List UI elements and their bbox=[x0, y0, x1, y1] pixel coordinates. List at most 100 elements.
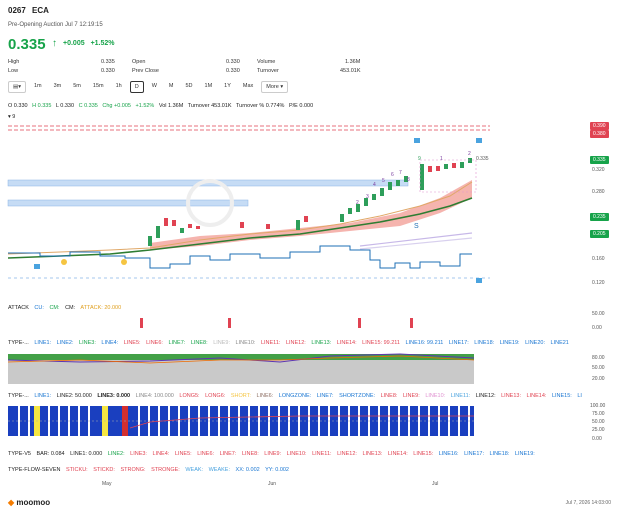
type1-axis-50: 50.00 bbox=[592, 365, 605, 371]
count-label: 2 bbox=[356, 200, 359, 206]
tf-1h[interactable]: 1h bbox=[115, 83, 122, 89]
ohlc-pct: +1.52% bbox=[135, 103, 155, 109]
type1-item: LINE2: bbox=[56, 340, 74, 346]
type1-item: LINE6: bbox=[146, 340, 163, 346]
ma-orange bbox=[7, 181, 473, 255]
flow-item: WEAK: bbox=[185, 467, 204, 473]
typev-item: LINE15: bbox=[413, 451, 434, 457]
type1-item: LINE13: bbox=[311, 340, 332, 346]
candle bbox=[388, 182, 392, 190]
type2-item: LI bbox=[577, 393, 582, 399]
tf-15m[interactable]: 15m bbox=[92, 83, 104, 89]
stat-volume: 1.36M bbox=[345, 59, 361, 65]
count-label: 8 bbox=[407, 177, 410, 183]
session-status: Pre-Opening Auction Jul 7 12:19:15 bbox=[8, 22, 103, 28]
ma-line bbox=[359, 232, 473, 247]
indicator-toggle[interactable]: ▾ 9 bbox=[8, 114, 16, 120]
flow-item: XX: 0.002 bbox=[235, 467, 260, 473]
type1-axis-80: 80.00 bbox=[592, 355, 605, 361]
candle bbox=[364, 198, 368, 206]
candles bbox=[148, 158, 472, 246]
price-chart[interactable]: 2 3 4 5 6 7 8 9 1 2 S 0.335 bbox=[0, 118, 619, 298]
type2-item: LINE4: 100.000 bbox=[135, 393, 174, 399]
axis-tick: 0.120 bbox=[592, 280, 605, 286]
typev-item: LINE2: bbox=[107, 451, 125, 457]
count-label: 5 bbox=[382, 178, 385, 184]
flow-item: STRONGE: bbox=[151, 467, 180, 473]
candle bbox=[296, 220, 300, 230]
tag-390: 0.390 bbox=[590, 122, 609, 130]
typev-item: LINE13: bbox=[362, 451, 383, 457]
tf-5d[interactable]: 5D bbox=[185, 83, 193, 89]
type2-item: LINE11: bbox=[450, 393, 471, 399]
ohlc-pe: P/E 0.000 bbox=[288, 103, 314, 109]
tf-1y[interactable]: 1Y bbox=[224, 83, 231, 89]
count-label: 9 bbox=[418, 156, 421, 162]
footer-timestamp: Jul 7, 2026 14:03:00 bbox=[565, 500, 611, 506]
candle bbox=[188, 224, 192, 228]
typev-item: LINE11: bbox=[312, 451, 332, 457]
tf-d[interactable]: D bbox=[129, 81, 144, 93]
more-button[interactable]: More ▾ bbox=[261, 81, 289, 93]
typev-item: LINE4: bbox=[152, 451, 170, 457]
attack-marker bbox=[358, 318, 361, 328]
attack-legend: ATTACK CU: CM: CM: ATTACK: 20.000 bbox=[8, 305, 125, 311]
tf-1mo[interactable]: 1M bbox=[204, 83, 213, 89]
type1-item: LINE19: bbox=[499, 340, 520, 346]
watermark-logo bbox=[186, 179, 234, 227]
tf-w[interactable]: W bbox=[151, 83, 157, 89]
typev-item: LINE6: bbox=[197, 451, 215, 457]
type2-axis-75: 75.00 bbox=[592, 411, 605, 417]
type1-item: LINE14: bbox=[336, 340, 357, 346]
coin-icon bbox=[61, 259, 67, 265]
ma-line bbox=[359, 237, 473, 250]
candle bbox=[396, 180, 400, 186]
type2-line bbox=[129, 415, 474, 429]
type1-panel bbox=[7, 353, 475, 384]
typev-item: LINE14: bbox=[387, 451, 408, 457]
tf-3m[interactable]: 3m bbox=[53, 83, 62, 89]
tf-5m[interactable]: 5m bbox=[73, 83, 81, 89]
candle bbox=[452, 163, 456, 168]
candle bbox=[348, 208, 352, 214]
ohlc-chg: Chg +0.005 bbox=[102, 103, 131, 109]
candle bbox=[444, 164, 448, 169]
typev-item: LINE1: 0.000 bbox=[70, 451, 103, 457]
candle bbox=[164, 218, 168, 226]
candle bbox=[420, 164, 424, 190]
last-price-label: 0.335 bbox=[476, 156, 489, 162]
zone-band bbox=[7, 199, 249, 207]
tf-m[interactable]: M bbox=[168, 83, 174, 89]
attack-axis-50: 50.00 bbox=[592, 311, 605, 317]
stock-name: ECA bbox=[32, 6, 49, 15]
typev-item: LINE9: bbox=[264, 451, 282, 457]
axis-tick: 0.320 bbox=[592, 167, 605, 173]
count-label: 1 bbox=[440, 156, 443, 162]
type1-green-band bbox=[8, 354, 474, 360]
type2-legend: TYPE-... LINE1: LINE2: 50.000 LINE3: 0.0… bbox=[8, 393, 586, 399]
attack-axis-0: 0.00 bbox=[592, 325, 602, 331]
ohlc-vol: Vol 1.36M bbox=[158, 103, 184, 109]
stat-high: 0.335 bbox=[101, 59, 115, 65]
type1-item: LINE21 bbox=[550, 340, 569, 346]
tf-max[interactable]: Max bbox=[242, 83, 254, 89]
tf-1m[interactable]: 1m bbox=[33, 83, 42, 89]
type1-item: LINE11: bbox=[260, 340, 281, 346]
candle bbox=[372, 194, 376, 200]
typev-item: LINE12: bbox=[337, 451, 357, 457]
flag-icon bbox=[414, 138, 420, 143]
chart-type-icon[interactable]: ▤▾ bbox=[8, 81, 26, 93]
stat-open-label: Open bbox=[132, 59, 146, 65]
typev-item: LINE10: bbox=[286, 451, 307, 457]
type2-name: TYPE-... bbox=[8, 393, 29, 399]
pattern-box bbox=[419, 159, 477, 193]
count-label: 3 bbox=[366, 194, 369, 200]
type2-panel bbox=[8, 406, 474, 436]
brand-logo: ◆ moomoo bbox=[8, 498, 50, 507]
candle bbox=[340, 214, 344, 222]
type2-item: LINE12: bbox=[475, 393, 496, 399]
candle bbox=[304, 216, 308, 222]
type1-name: TYPE-... bbox=[8, 340, 29, 346]
flag-icon bbox=[34, 264, 40, 269]
candle bbox=[356, 204, 360, 212]
